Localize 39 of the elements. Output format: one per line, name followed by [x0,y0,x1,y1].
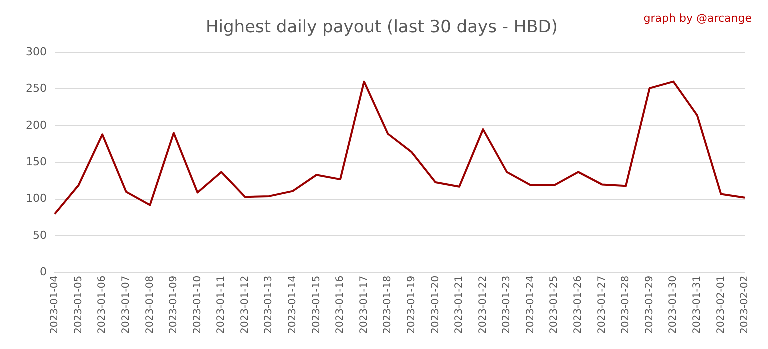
x-tick-label: 2023-01-22 [478,276,489,334]
x-tick-label: 2023-01-24 [525,276,536,334]
x-tick-label: 2023-01-23 [502,276,513,334]
x-tick-label: 2023-02-02 [740,276,751,334]
x-tick-label: 2023-01-28 [620,276,632,334]
x-tick-label: 2023-01-25 [549,276,560,334]
x-tick-label: 2023-01-12 [240,276,251,334]
x-tick-label: 2023-01-31 [692,276,704,334]
x-tick-label: 2023-01-16 [335,276,346,334]
x-tick-label: 2023-01-29 [644,276,656,334]
x-tick-label: 2023-01-10 [192,276,204,334]
x-tick-label: 2023-01-18 [382,276,394,334]
x-tick-label: 2023-01-15 [311,276,322,334]
y-tick-label: 300 [26,45,47,58]
y-tick-label: 100 [26,192,47,206]
y-tick-label: 150 [26,156,47,168]
y-tick-label: 250 [26,82,47,96]
x-tick-label: 2023-01-30 [668,276,680,334]
x-tick-label: 2023-01-17 [358,276,370,334]
x-tick-label: 2023-01-21 [454,276,466,334]
x-tick-label: 2023-01-19 [406,276,418,334]
x-tick-label: 2023-01-04 [50,276,61,334]
x-tick-label: 2023-01-27 [596,276,608,334]
x-tick-label: 2023-01-13 [264,276,275,334]
y-tick-label: 200 [26,118,47,132]
x-tick-label: 2023-02-01 [716,276,727,334]
x-tick-label: 2023-01-26 [573,276,584,334]
text: graph by @arcange [644,12,752,25]
x-tick-label: 2023-01-06 [97,276,108,334]
x-tick-label: 2023-01-08 [144,276,156,334]
y-tick-label: 50 [32,228,47,242]
x-tick-label: 2023-01-11 [216,276,228,334]
chart-title: Highest daily payout (last 30 days - HBD) [206,18,558,38]
x-tick-label: 2023-01-05 [73,276,84,334]
y-tick-label: 0 [40,266,47,279]
x-tick-label: 2023-01-07 [120,276,132,334]
x-tick-label: 2023-01-09 [168,276,180,334]
x-tick-label: 2023-01-20 [430,276,442,334]
x-tick-label: 2023-01-14 [288,276,299,334]
